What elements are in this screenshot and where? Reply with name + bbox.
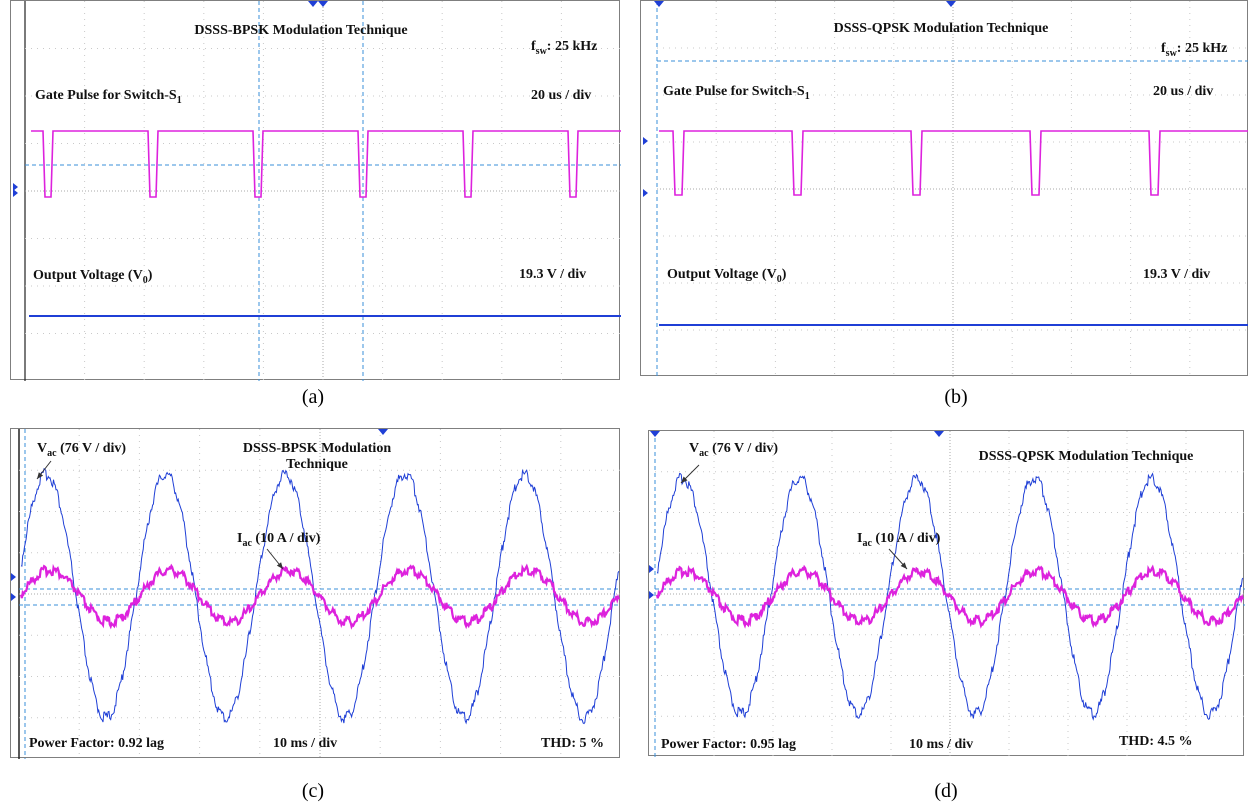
panel-c-power-factor: Power Factor: 0.92 lag [29, 736, 165, 751]
panel-d-power-factor: Power Factor: 0.95 lag [661, 737, 797, 752]
panel-b-volt-div: 19.3 V / div [1143, 267, 1211, 282]
scope-screen-c [11, 429, 621, 759]
vac-scale: (76 V / div) [56, 441, 127, 456]
gate-pulse-series [659, 130, 1248, 196]
panel-a-title: DSSS-BPSK Modulation Technique [194, 23, 408, 38]
panel-d-time-div: 10 ms / div [909, 737, 974, 752]
panel-c-title-line2: Technique [286, 457, 348, 472]
panel-b-fsw: fsw: 25 kHz [1161, 41, 1227, 62]
iac-subscript: ac [242, 537, 252, 549]
iac-annotation-arrow-head [900, 562, 907, 569]
gate-pulse-series [31, 130, 621, 198]
panel-b-vout-label: Output Voltage (V0) [667, 267, 786, 288]
ground-level-marker [649, 591, 654, 599]
ground-level-marker [13, 189, 18, 197]
iac-subscript: ac [862, 537, 872, 549]
ground-level-marker [11, 593, 16, 601]
fsw-value: : 25 kHz [1176, 41, 1228, 56]
trigger-position-marker [318, 1, 328, 7]
fsw-subscript: sw [1165, 47, 1177, 59]
panel-a-vout-label: Output Voltage (V0) [33, 268, 152, 289]
panel-c-iac-label: Iac (10 A / div) [237, 531, 320, 552]
caption-c: (c) [301, 780, 325, 802]
vout-label-subscript: 0 [776, 273, 782, 285]
panel-d-title: DSSS-QPSK Modulation Technique [978, 449, 1194, 464]
fsw-subscript: sw [535, 45, 547, 57]
iac-series [655, 564, 1245, 629]
panel-d-thd: THD: 4.5 % [1119, 734, 1193, 749]
vout-label-text: Output Voltage (V [667, 267, 777, 282]
trigger-level-marker [643, 137, 648, 145]
panel-a-fsw: fsw: 25 kHz [531, 39, 597, 60]
trigger-level-marker [11, 573, 16, 581]
panel-c-thd: THD: 5 % [541, 736, 604, 751]
vac-annotation-arrow-head [681, 476, 688, 483]
vac-scale: (76 V / div) [708, 441, 779, 456]
panel-b-time-div: 20 us / div [1153, 84, 1214, 99]
vout-label-subscript: 0 [142, 274, 148, 286]
vout-label-close: ) [147, 268, 153, 283]
panel-a-time-div: 20 us / div [531, 88, 592, 103]
scope-screen-a [13, 1, 621, 381]
fsw-symbol: f [531, 39, 536, 54]
scope-screen-d [649, 431, 1245, 757]
trigger-position-marker [378, 429, 388, 435]
trigger-position-marker [934, 431, 944, 437]
vout-label-text: Output Voltage (V [33, 268, 143, 283]
fsw-symbol: f [1161, 41, 1166, 56]
fsw-value: : 25 kHz [546, 39, 598, 54]
vac-subscript: ac [699, 447, 709, 459]
caption-b: (b) [944, 386, 968, 408]
caption-a: (a) [301, 386, 325, 408]
vac-series [20, 467, 620, 725]
vac-subscript: ac [47, 447, 57, 459]
panel-b-gate-label: Gate Pulse for Switch-S1 [663, 84, 810, 105]
panel-c-title-line1: DSSS-BPSK Modulation [242, 441, 392, 456]
caption-d: (d) [934, 780, 958, 802]
panel-c-time-div: 10 ms / div [273, 736, 338, 751]
panel-d-iac-label: Iac (10 A / div) [857, 531, 940, 552]
vac-annotation-arrow-head [37, 472, 44, 479]
trigger-level-marker [13, 183, 18, 191]
trigger-position-marker [650, 431, 660, 437]
panel-a-volt-div: 19.3 V / div [519, 267, 587, 282]
iac-symbol: I [237, 531, 243, 546]
panel-c-vac-label: Vac (76 V / div) [37, 441, 126, 462]
scope-panel-a: DSSS-BPSK Modulation Technique fsw: 25 k… [10, 0, 621, 381]
scope-panel-b: DSSS-QPSK Modulation Technique fsw: 25 k… [640, 0, 1248, 377]
gate-label-subscript: 1 [804, 90, 810, 102]
vac-symbol: V [37, 441, 48, 456]
panel-a-gate-label: Gate Pulse for Switch-S1 [35, 88, 182, 109]
iac-series [19, 563, 621, 630]
vac-symbol: V [689, 441, 700, 456]
gate-label-text: Gate Pulse for Switch-S [35, 88, 177, 103]
panel-d-vac-label: Vac (76 V / div) [689, 441, 778, 462]
scope-panel-d: DSSS-QPSK Modulation Technique Vac (76 V… [648, 430, 1245, 757]
gate-label-subscript: 1 [176, 94, 182, 106]
trigger-position-marker [946, 1, 956, 7]
scope-panel-c: DSSS-BPSK Modulation Technique Vac (76 V… [10, 428, 621, 759]
ground-level-marker [643, 189, 648, 197]
panel-b-title: DSSS-QPSK Modulation Technique [833, 21, 1049, 36]
scope-screen-b [643, 1, 1248, 377]
iac-symbol: I [857, 531, 863, 546]
trigger-position-marker [654, 1, 664, 7]
vout-label-close: ) [781, 267, 787, 282]
trigger-level-marker [649, 565, 654, 573]
trigger-position-marker [308, 1, 318, 7]
vac-series [656, 472, 1244, 721]
iac-scale: (10 A / div) [871, 531, 941, 546]
gate-label-text: Gate Pulse for Switch-S [663, 84, 805, 99]
iac-annotation-arrow-head [276, 562, 283, 569]
iac-scale: (10 A / div) [251, 531, 321, 546]
